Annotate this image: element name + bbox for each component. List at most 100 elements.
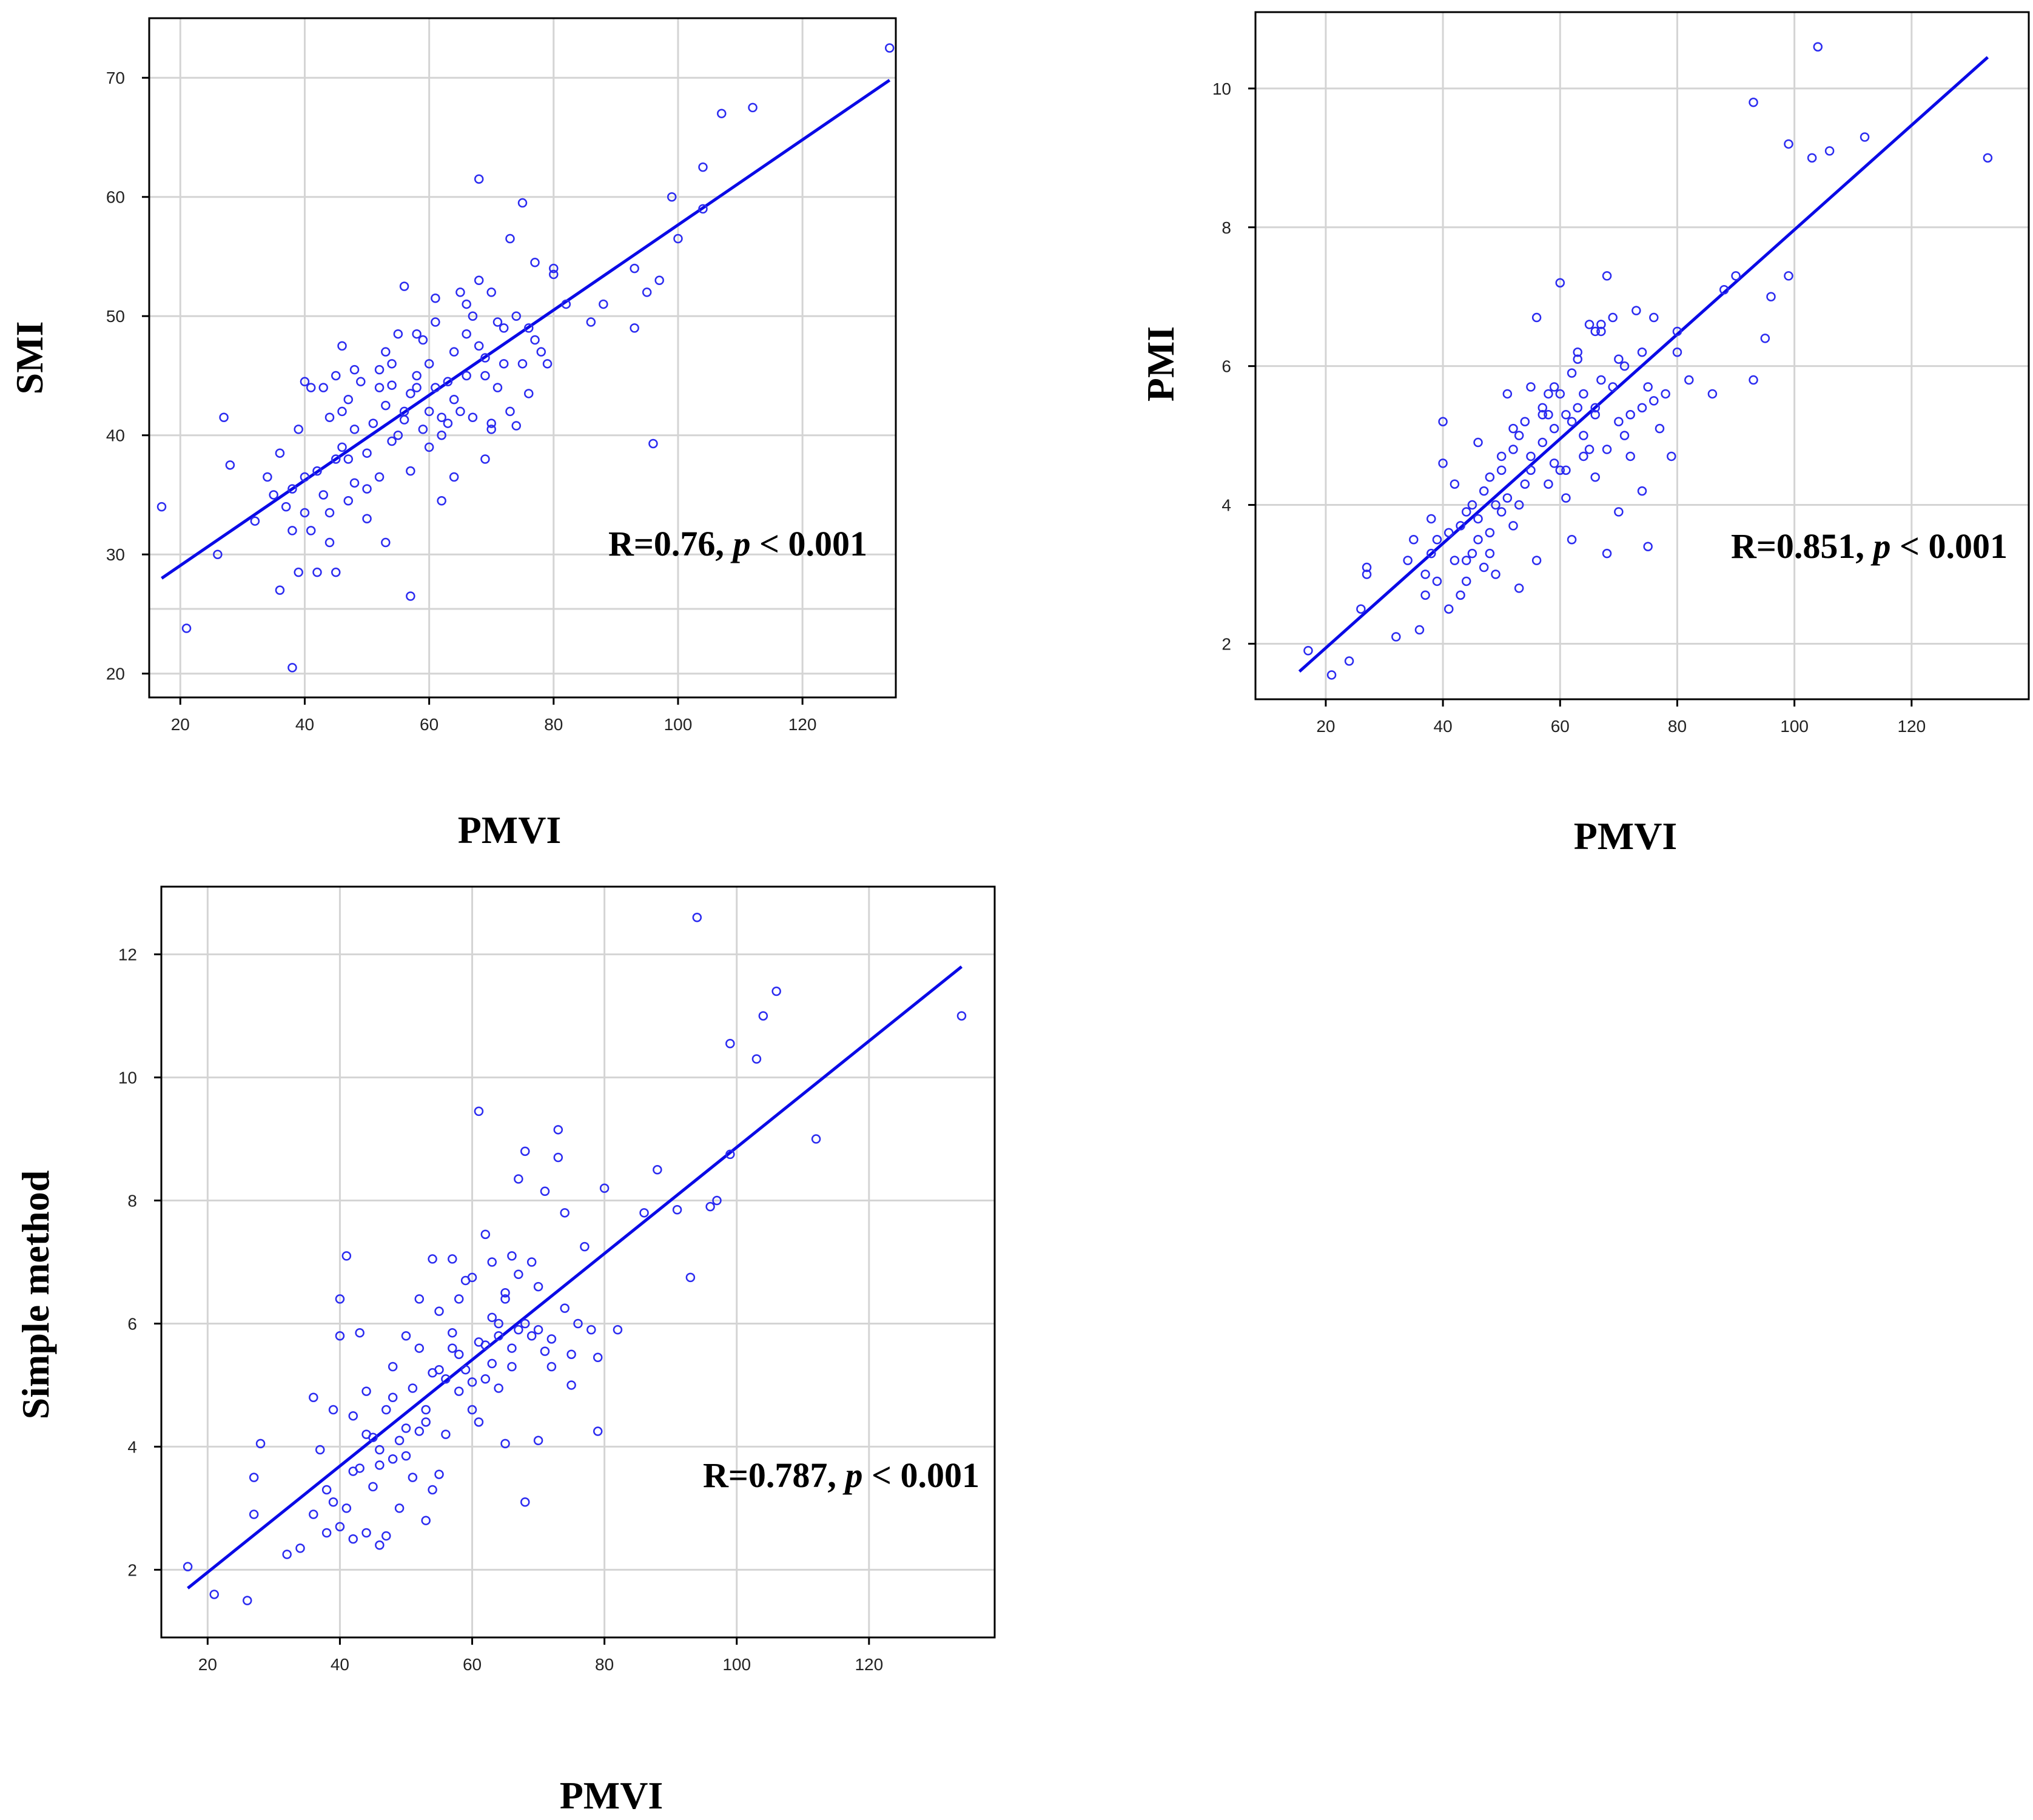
- smi-data-point: [306, 526, 316, 536]
- simple-data-point: [434, 1469, 444, 1479]
- smi-data-point: [492, 383, 503, 392]
- simple-data-point: [421, 1405, 431, 1415]
- pmi-data-point: [1362, 562, 1372, 573]
- simple-data-point: [500, 1288, 510, 1298]
- pmi-data-point: [1479, 562, 1489, 573]
- smi-data-point: [418, 335, 428, 345]
- simple-y-tick-label: 10: [118, 1069, 137, 1087]
- pmi-data-point: [1579, 431, 1588, 440]
- pmi-data-point: [1456, 521, 1465, 531]
- simple-y-tick-label: 8: [127, 1192, 137, 1211]
- pmi-data-point: [1479, 486, 1489, 496]
- pmi-data-point: [1409, 535, 1419, 545]
- pmi-data-point: [1731, 271, 1741, 281]
- simple-data-point: [533, 1436, 543, 1446]
- pmi-data-point: [1573, 348, 1582, 357]
- pmi-data-point: [1719, 285, 1729, 295]
- panel-simple-annotation-prefix: R=0.787,: [703, 1456, 845, 1495]
- panel-simple-ticks: 20 40 60 80 100 120 2 4 6 8 10 12: [118, 945, 883, 1674]
- pmi-data-point: [1625, 410, 1635, 420]
- smi-data-point: [250, 516, 260, 526]
- panel-pmi-annotation-p: p: [1870, 526, 1890, 566]
- pmi-data-point: [1531, 556, 1542, 565]
- pmi-data-point: [1414, 625, 1425, 635]
- simple-data-point: [381, 1405, 391, 1415]
- pmi-data-point: [1643, 542, 1653, 551]
- pmi-data-point: [1544, 410, 1553, 420]
- simple-data-point: [758, 1011, 768, 1021]
- simple-data-point: [375, 1460, 385, 1470]
- simple-data-point: [341, 1251, 352, 1261]
- simple-data-point: [593, 1426, 603, 1436]
- pmi-data-point: [1514, 431, 1524, 440]
- smi-data-point: [480, 353, 490, 363]
- pmi-data-point: [1461, 507, 1471, 517]
- simple-data-point: [421, 1516, 431, 1525]
- pmi-data-point: [1608, 312, 1618, 323]
- pmi-data-point: [1544, 389, 1553, 399]
- smi-data-point: [337, 442, 347, 452]
- pmi-data-point: [1707, 389, 1718, 399]
- smi-data-point: [381, 400, 391, 411]
- smi-data-point: [294, 567, 303, 577]
- simple-data-point: [460, 1275, 471, 1286]
- smi-data-point: [530, 258, 540, 267]
- smi-data-point: [331, 567, 341, 577]
- simple-data-point: [467, 1405, 477, 1415]
- pmi-data-point: [1326, 670, 1337, 680]
- pmi-data-point: [1485, 528, 1495, 538]
- simple-data-point: [255, 1439, 266, 1449]
- pmi-data-point: [1590, 326, 1600, 337]
- smi-data-point: [486, 418, 496, 428]
- smi-data-point: [387, 436, 397, 446]
- pmi-data-point: [1526, 382, 1536, 392]
- pmi-data-point: [1596, 375, 1606, 385]
- simple-data-point: [580, 1241, 590, 1252]
- simple-x-tick-label: 120: [855, 1655, 883, 1674]
- simple-data-point: [414, 1343, 425, 1353]
- pmi-data-point: [1555, 278, 1565, 288]
- simple-data-point: [672, 1204, 682, 1215]
- smi-data-point: [156, 502, 167, 512]
- panel-pmi-regression-layer: [1298, 56, 1989, 673]
- pmi-data-point: [1614, 507, 1624, 517]
- pmi-data-point: [1473, 514, 1483, 524]
- simple-data-point: [448, 1343, 457, 1353]
- pmi-data-point: [1444, 528, 1454, 538]
- simple-data-point: [243, 1596, 252, 1605]
- smi-data-point: [561, 299, 571, 309]
- panel-simple-frame: [160, 885, 996, 1639]
- smi-data-point: [406, 389, 415, 398]
- panel-smi-x-axis-title: PMVI: [458, 808, 562, 851]
- pmi-x-tick-label: 120: [1897, 717, 1926, 736]
- simple-data-point: [586, 1325, 596, 1335]
- smi-data-point: [474, 174, 484, 184]
- smi-data-point: [269, 490, 278, 500]
- smi-data-point: [287, 663, 297, 673]
- smi-data-point: [349, 364, 360, 375]
- smi-data-point: [300, 472, 310, 482]
- simple-data-point: [428, 1485, 437, 1495]
- pmi-data-point: [1608, 382, 1618, 392]
- pmi-x-tick-label: 20: [1316, 717, 1335, 736]
- panel-smi-correlation-annotation: R=0.76, p < 0.001: [608, 524, 867, 563]
- pmi-data-point: [1450, 556, 1460, 565]
- pmi-x-tick-label: 80: [1668, 717, 1687, 736]
- simple-data-point: [408, 1383, 418, 1393]
- simple-data-point: [309, 1392, 318, 1402]
- smi-data-point: [437, 412, 446, 422]
- pmi-data-point: [1438, 417, 1448, 426]
- simple-data-point: [361, 1386, 371, 1396]
- pmi-data-point: [1672, 348, 1682, 357]
- smi-data-point: [524, 389, 534, 398]
- simple-data-point: [341, 1503, 352, 1513]
- smi-data-point: [287, 526, 297, 536]
- smi-data-point: [275, 585, 285, 595]
- simple-data-point: [454, 1294, 464, 1304]
- pmi-data-point: [1467, 548, 1477, 559]
- simple-data-point: [454, 1386, 464, 1396]
- simple-data-point: [494, 1318, 503, 1329]
- pmi-data-point: [1485, 472, 1495, 482]
- simple-data-point: [487, 1312, 497, 1323]
- smi-data-point: [654, 275, 664, 286]
